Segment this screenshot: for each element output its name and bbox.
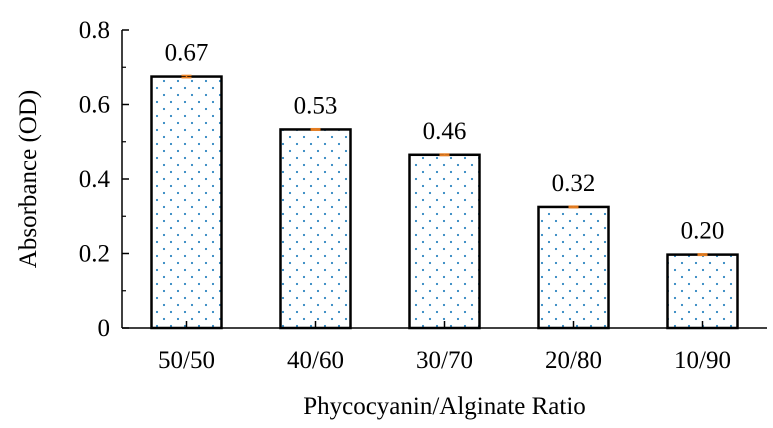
data-label: 0.20 [681, 218, 725, 245]
y-tick-label: 0.8 [79, 17, 110, 44]
x-categories: 50/50 40/60 30/70 20/80 10/90 [158, 321, 731, 374]
y-tick-label: 0.2 [79, 241, 110, 268]
x-category-label: 20/80 [545, 347, 602, 374]
bar [408, 153, 481, 330]
data-label: 0.32 [552, 170, 596, 197]
y-ticks: 0 0.2 0.4 0.6 0.8 [79, 17, 129, 342]
x-category-label: 50/50 [158, 347, 215, 374]
data-label: 0.53 [294, 92, 338, 119]
bar [279, 128, 352, 330]
y-tick-label: 0 [98, 315, 111, 342]
x-axis-title: Phycocyanin/Alginate Ratio [303, 393, 586, 420]
y-axis-title: Absorbance (OD) [15, 90, 42, 268]
y-tick-label: 0.4 [79, 166, 111, 193]
x-category-label: 10/90 [674, 347, 731, 374]
bar [150, 75, 223, 330]
x-category-label: 30/70 [416, 347, 473, 374]
data-label: 0.46 [423, 118, 467, 145]
x-category-label: 40/60 [287, 347, 344, 374]
bar [666, 253, 739, 330]
bar [537, 205, 610, 330]
bars-layer: 0.67 0.53 0.46 0.32 0.20 [150, 40, 739, 330]
y-tick-label: 0.6 [79, 92, 110, 119]
data-label: 0.67 [165, 40, 209, 67]
